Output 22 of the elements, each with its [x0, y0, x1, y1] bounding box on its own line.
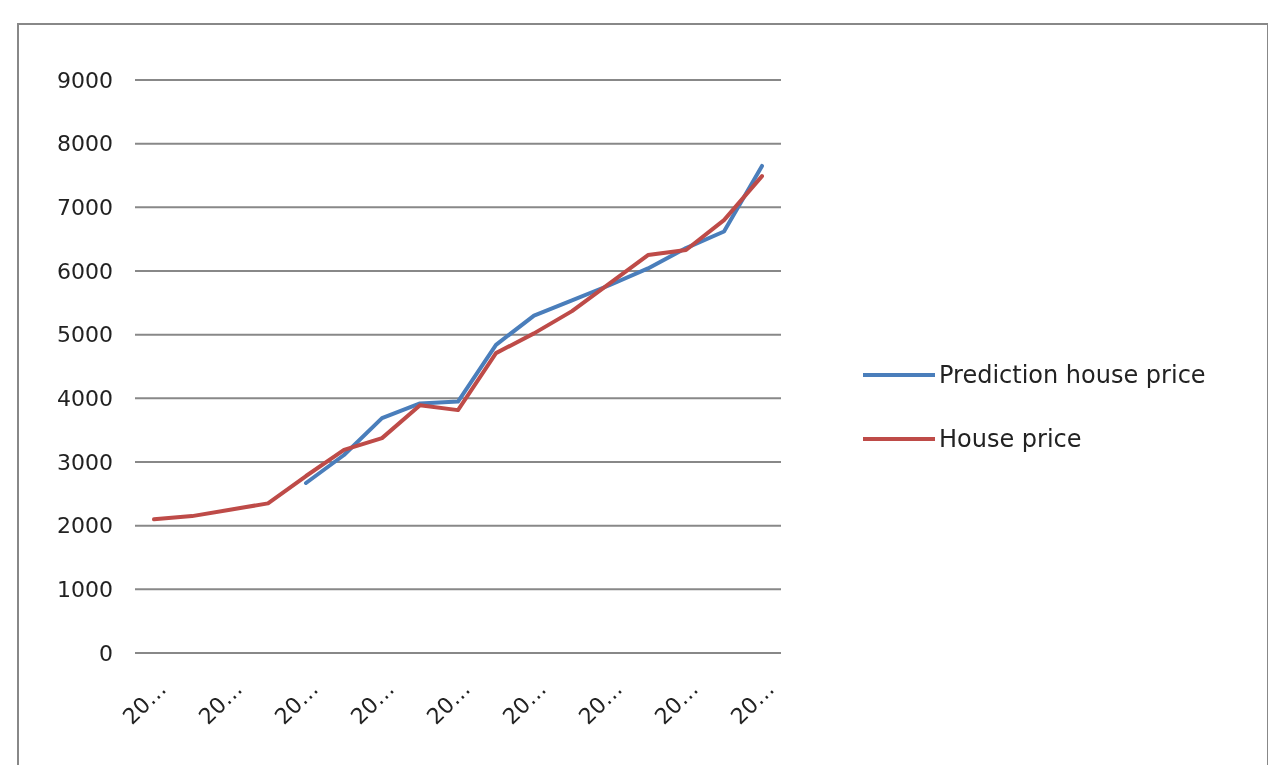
legend-label: House price	[939, 425, 1082, 454]
y-tick-label: 3000	[57, 449, 113, 475]
legend-label: Prediction house price	[939, 361, 1206, 390]
y-tick-label: 0	[99, 640, 113, 666]
y-tick-label: 1000	[57, 577, 113, 603]
y-tick-label: 5000	[57, 322, 113, 348]
x-tick-label: 20…	[421, 676, 475, 730]
x-tick-label: 20…	[117, 676, 171, 730]
x-tick-label: 20…	[193, 676, 247, 730]
y-tick-label: 8000	[57, 131, 113, 157]
y-tick-label: 2000	[57, 513, 113, 539]
y-tick-label: 4000	[57, 386, 113, 412]
y-tick-label: 9000	[57, 67, 113, 93]
y-tick-label: 7000	[57, 195, 113, 221]
x-tick-label: 20…	[649, 676, 703, 730]
x-tick-label: 20…	[497, 676, 551, 730]
x-tick-label: 20…	[725, 676, 779, 730]
x-tick-label: 20…	[345, 676, 399, 730]
x-tick-label: 20…	[269, 676, 323, 730]
x-tick-label: 20…	[573, 676, 627, 730]
line-series	[152, 174, 764, 522]
y-tick-label: 6000	[57, 258, 113, 284]
